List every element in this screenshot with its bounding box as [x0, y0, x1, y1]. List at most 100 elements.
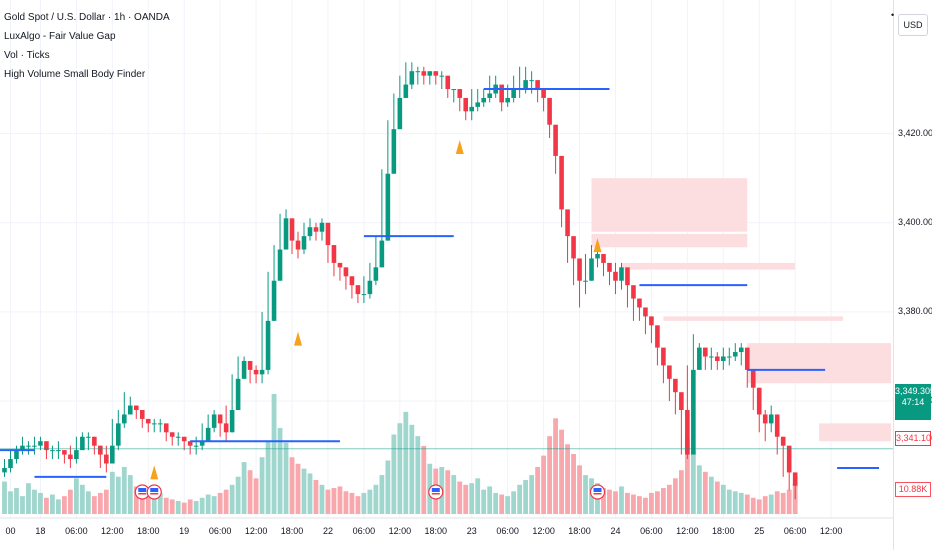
candle-body	[421, 71, 427, 76]
volume-bar	[385, 460, 391, 514]
volume-bar	[493, 492, 499, 514]
volume-bar	[732, 491, 738, 514]
candle-body	[235, 378, 241, 411]
volume-bar	[313, 479, 319, 514]
candle-body	[355, 285, 361, 295]
volume-bar	[655, 491, 660, 514]
candle-body	[535, 80, 540, 90]
signal-triangle	[593, 238, 602, 253]
candle-body	[553, 124, 558, 156]
candle-body	[427, 71, 433, 76]
price-tick-label: 3,400.000	[898, 216, 932, 227]
volume-bar	[702, 471, 708, 514]
candle-body	[625, 267, 630, 286]
volume-bar	[91, 496, 97, 514]
candle-body	[223, 423, 229, 433]
signal-triangle	[294, 331, 303, 346]
candle-body	[397, 97, 403, 130]
candle-body	[523, 80, 528, 90]
candle-body	[289, 218, 295, 241]
time-tick-label: 12:00	[532, 526, 555, 536]
volume-bar	[115, 476, 121, 514]
candle-body	[199, 441, 205, 446]
candle-body	[68, 454, 73, 460]
indicator-hvsb-label[interactable]: High Volume Small Body Finder	[4, 69, 146, 80]
candle-body	[613, 271, 618, 281]
volume-bar	[505, 496, 511, 514]
volume-bar	[666, 484, 672, 514]
candle-body	[529, 80, 534, 82]
time-tick-label: 18:00	[280, 526, 304, 536]
volume-bar	[229, 484, 235, 514]
volume-bar	[319, 484, 325, 514]
time-tick-label: 18	[35, 526, 46, 536]
volume-bar	[151, 496, 157, 514]
candle-body	[116, 423, 121, 446]
volume-bar	[145, 492, 151, 514]
candle-body	[667, 365, 672, 379]
volume-bar	[283, 442, 289, 514]
volume-bar	[577, 465, 582, 514]
candle-body	[211, 414, 217, 428]
candle-body	[337, 262, 343, 268]
candle-body	[703, 347, 708, 357]
candle-body	[505, 97, 510, 103]
candle-body	[151, 423, 157, 425]
currency-button[interactable]: USD	[898, 14, 928, 36]
volume-bar	[535, 466, 541, 514]
candle-body	[595, 253, 600, 259]
candle-body	[139, 410, 145, 419]
us-flag-canton	[593, 488, 602, 492]
candle-body	[583, 280, 588, 282]
volume-bar	[241, 462, 247, 514]
fvg-box	[663, 316, 844, 321]
us-flag-canton	[150, 488, 159, 492]
chart-legend: Gold Spot / U.S. Dollar · 1h · OANDA Lux…	[4, 8, 170, 84]
candle-body	[217, 414, 223, 424]
candle-body	[661, 347, 666, 366]
candle-body	[92, 436, 97, 446]
volume-bar	[79, 484, 85, 514]
volume-bar	[571, 454, 576, 514]
fvg-box	[591, 178, 748, 232]
time-tick-label: 06:00	[208, 526, 232, 536]
time-tick-label: 23	[466, 526, 477, 536]
volume-bar	[523, 479, 529, 514]
candle-body	[391, 129, 397, 174]
menu-dot-icon[interactable]: •	[891, 10, 895, 20]
volume-bar	[193, 501, 199, 514]
candle-body	[619, 267, 624, 281]
candle-body	[433, 71, 439, 76]
volume-bar	[415, 436, 421, 514]
candle-body	[487, 93, 492, 98]
symbol-title[interactable]: Gold Spot / U.S. Dollar · 1h · OANDA	[4, 12, 170, 23]
volume-bar	[337, 486, 343, 514]
candle-body	[62, 450, 67, 455]
volume-bar	[726, 489, 732, 514]
candle-body	[145, 418, 151, 424]
candle-body	[110, 445, 115, 464]
time-tick-label: 12:00	[244, 526, 268, 536]
volume-bar	[762, 496, 768, 514]
time-tick-label: 12:00	[388, 526, 412, 536]
volume-bar	[73, 478, 79, 514]
candle-body	[205, 427, 211, 442]
candle-body	[547, 97, 552, 125]
volume-bar	[253, 478, 259, 514]
indicator-volume-label[interactable]: Vol · Ticks	[4, 50, 50, 61]
indicator-fvg-label[interactable]: LuxAlgo - Fair Value Gap	[4, 31, 116, 42]
candle-body	[774, 414, 780, 437]
candle-body	[8, 459, 13, 468]
volume-bar	[103, 489, 109, 514]
fvg-box	[819, 423, 892, 442]
time-tick-label: 06:00	[65, 526, 88, 536]
candle-body	[709, 356, 714, 358]
volume-bar	[708, 476, 714, 514]
candle-body	[271, 280, 277, 321]
candle-body	[44, 441, 49, 451]
volume-bar	[127, 475, 133, 514]
candle-body	[26, 445, 31, 447]
candle-body	[768, 414, 774, 424]
time-tick-label: 06:00	[640, 526, 663, 536]
